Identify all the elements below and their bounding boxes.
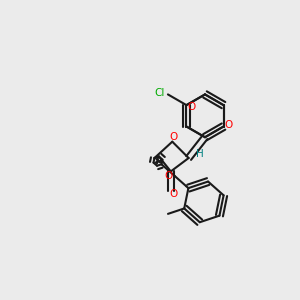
Text: O: O: [170, 189, 178, 199]
Text: H: H: [196, 149, 204, 160]
Text: O: O: [164, 171, 172, 181]
Text: O: O: [188, 102, 196, 112]
Text: O: O: [225, 120, 233, 130]
Text: O: O: [170, 132, 178, 142]
Text: Cl: Cl: [154, 88, 164, 98]
